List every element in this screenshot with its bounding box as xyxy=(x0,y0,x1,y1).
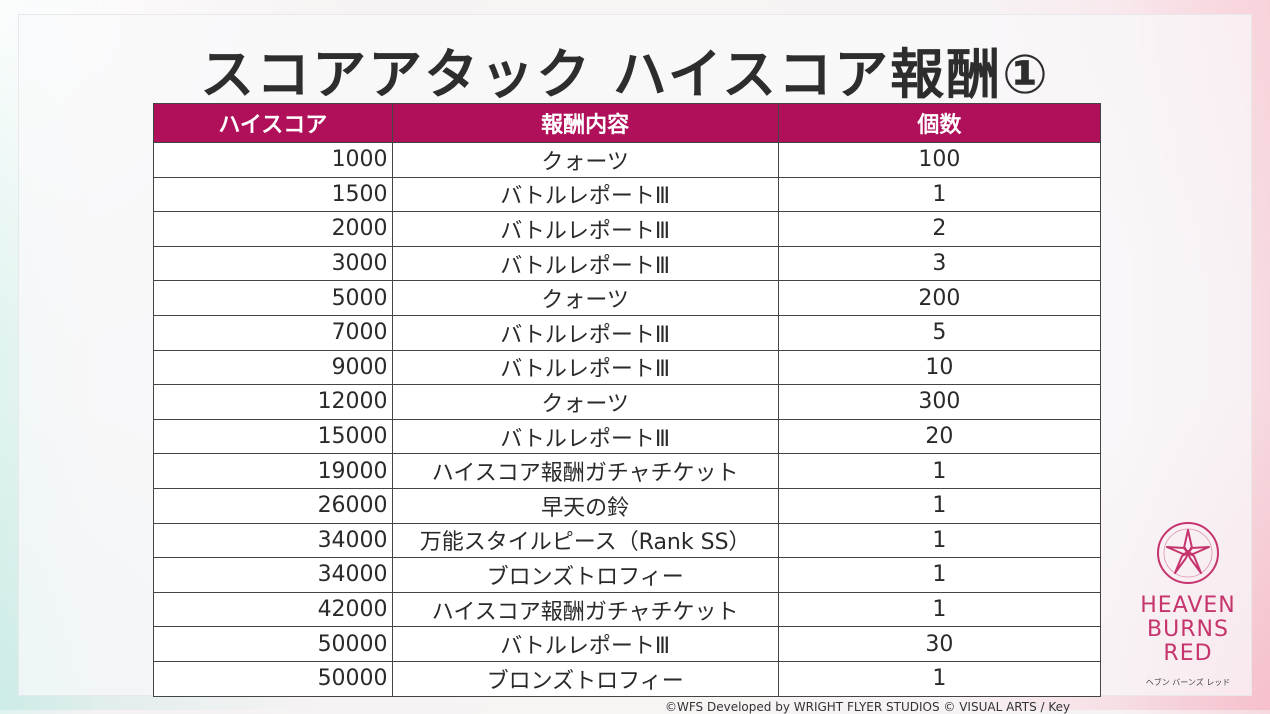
table-row: 15000 バトルレポートⅢ 20 xyxy=(153,418,1102,455)
score-cell: 1000 xyxy=(153,142,393,178)
score-cell: 2000 xyxy=(153,211,393,247)
logo-wordmark: HEAVEN BURNS RED xyxy=(1130,594,1246,666)
table-row: 1000 クォーツ 100 xyxy=(153,142,1102,178)
high-score-rewards-table: ハイスコア 報酬内容 個数 1000 クォーツ 100 1500 バトルレポート… xyxy=(153,103,1102,697)
count-cell: 1 xyxy=(777,176,1102,213)
table-row: 19000 ハイスコア報酬ガチャチケット 1 xyxy=(153,453,1102,489)
table-row: 9000 バトルレポートⅢ 10 xyxy=(153,349,1102,386)
count-cell: 200 xyxy=(777,280,1102,316)
score-cell: 15000 xyxy=(153,418,393,455)
logo-subtitle: ヘブン バーンズ レッド xyxy=(1145,678,1231,687)
content-cell: バトルレポートⅢ xyxy=(391,211,779,247)
content-cell: ブロンズトロフィー xyxy=(391,557,779,593)
page-title: スコアアタック ハイスコア報酬① xyxy=(200,43,1050,106)
table-header-row: ハイスコア 報酬内容 個数 xyxy=(153,103,1102,143)
table-row: 26000 早天の鈴 1 xyxy=(153,487,1102,524)
logo-line-1: HEAVEN xyxy=(1140,593,1236,618)
score-cell: 19000 xyxy=(153,453,393,489)
table-row: 7000 バトルレポートⅢ 5 xyxy=(153,314,1102,351)
count-cell: 3 xyxy=(777,245,1102,282)
count-cell: 300 xyxy=(777,384,1102,420)
content-cell: クォーツ xyxy=(391,280,779,316)
content-cell: クォーツ xyxy=(391,384,779,420)
content-cell: バトルレポートⅢ xyxy=(391,349,779,386)
content-cell: 万能スタイルピース（Rank SS） xyxy=(391,522,779,559)
count-cell: 10 xyxy=(777,349,1102,386)
count-cell: 1 xyxy=(777,660,1102,697)
table-row: 50000 バトルレポートⅢ 30 xyxy=(153,626,1102,662)
content-cell: ハイスコア報酬ガチャチケット xyxy=(391,591,779,628)
table-row: 12000 クォーツ 300 xyxy=(153,384,1102,420)
count-cell: 1 xyxy=(777,487,1102,524)
count-cell: 1 xyxy=(777,591,1102,628)
count-cell: 2 xyxy=(777,211,1102,247)
table-row: 50000 ブロンズトロフィー 1 xyxy=(153,660,1102,697)
count-cell: 100 xyxy=(777,142,1102,178)
header-count: 個数 xyxy=(777,103,1102,143)
score-cell: 34000 xyxy=(153,522,393,559)
count-cell: 20 xyxy=(777,418,1102,455)
score-cell: 9000 xyxy=(153,349,393,386)
content-cell: 早天の鈴 xyxy=(391,487,779,524)
count-cell: 1 xyxy=(777,557,1102,593)
table-row: 34000 ブロンズトロフィー 1 xyxy=(153,557,1102,593)
score-cell: 7000 xyxy=(153,314,393,351)
table-row: 2000 バトルレポートⅢ 2 xyxy=(153,211,1102,247)
score-cell: 42000 xyxy=(153,591,393,628)
score-cell: 50000 xyxy=(153,660,393,697)
content-cell: ブロンズトロフィー xyxy=(391,660,779,697)
count-cell: 1 xyxy=(777,522,1102,559)
score-cell: 34000 xyxy=(153,557,393,593)
table-row: 42000 ハイスコア報酬ガチャチケット 1 xyxy=(153,591,1102,628)
score-cell: 1500 xyxy=(153,176,393,213)
logo-line-3: RED xyxy=(1163,641,1213,666)
count-cell: 5 xyxy=(777,314,1102,351)
count-cell: 1 xyxy=(777,453,1102,489)
score-cell: 26000 xyxy=(153,487,393,524)
content-cell: ハイスコア報酬ガチャチケット xyxy=(391,453,779,489)
header-reward-content: 報酬内容 xyxy=(391,103,779,143)
table-row: 3000 バトルレポートⅢ 3 xyxy=(153,245,1102,282)
heaven-burns-red-logo: HEAVEN BURNS RED ヘブン バーンズ レッド xyxy=(1130,520,1246,692)
table-row: 1500 バトルレポートⅢ 1 xyxy=(153,176,1102,213)
score-cell: 3000 xyxy=(153,245,393,282)
content-cell: バトルレポートⅢ xyxy=(391,314,779,351)
content-cell: バトルレポートⅢ xyxy=(391,626,779,662)
content-cell: バトルレポートⅢ xyxy=(391,418,779,455)
score-cell: 5000 xyxy=(153,280,393,316)
flower-emblem-icon xyxy=(1157,522,1219,584)
score-cell: 12000 xyxy=(153,384,393,420)
content-cell: バトルレポートⅢ xyxy=(391,176,779,213)
score-cell: 50000 xyxy=(153,626,393,662)
count-cell: 30 xyxy=(777,626,1102,662)
copyright-notice: ©WFS Developed by WRIGHT FLYER STUDIOS ©… xyxy=(665,700,1071,714)
header-high-score: ハイスコア xyxy=(153,103,393,143)
table-row: 34000 万能スタイルピース（Rank SS） 1 xyxy=(153,522,1102,559)
content-cell: クォーツ xyxy=(391,142,779,178)
logo-line-2: BURNS xyxy=(1147,617,1229,642)
table-row: 5000 クォーツ 200 xyxy=(153,280,1102,316)
content-cell: バトルレポートⅢ xyxy=(391,245,779,282)
